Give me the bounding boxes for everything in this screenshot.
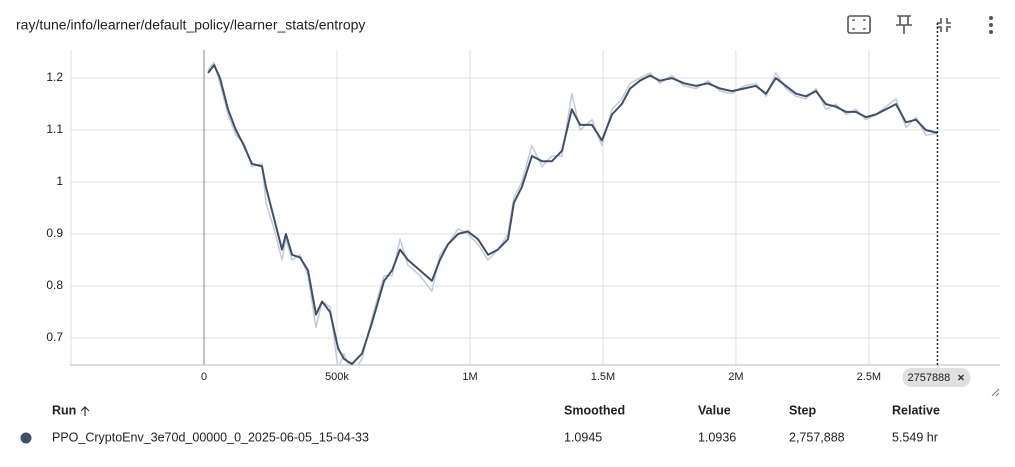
x-tick-label: 1.5M bbox=[591, 371, 615, 383]
y-tick-label: 0.8 bbox=[46, 278, 63, 292]
x-tick-label: 1M bbox=[462, 371, 477, 383]
column-header[interactable]: Run bbox=[52, 403, 76, 417]
y-tick-label: 1 bbox=[56, 174, 63, 188]
toolbar bbox=[847, 15, 993, 34]
chart-title: ray/tune/info/learner/default_policy/lea… bbox=[16, 17, 365, 33]
x-tick-label: 500k bbox=[325, 371, 349, 383]
more-button[interactable] bbox=[989, 16, 993, 34]
plot bbox=[207, 61, 938, 365]
x-tick-label: 2M bbox=[728, 371, 743, 383]
cursor-badge[interactable] bbox=[902, 368, 971, 387]
y-tick-label: 1.2 bbox=[46, 70, 63, 84]
cell: 1.0945 bbox=[564, 430, 602, 444]
run-color-dot bbox=[20, 432, 32, 444]
raw-line bbox=[207, 61, 938, 365]
axis-labels: 0.7 0.8 0.9 1 1.1 1.2 -500k 0 500k 1M 1.5M 2M 2.5M 27… bbox=[46, 23, 971, 387]
column-header[interactable]: Value bbox=[698, 403, 731, 417]
x-tick-label: 0 bbox=[201, 371, 207, 383]
run-table: Run Smoothed Value Step Relative PPO_CryptoEn… bbox=[20, 403, 940, 444]
resize-handle[interactable] bbox=[991, 388, 1000, 397]
column-header[interactable]: Step bbox=[789, 403, 816, 417]
fit-domain-button[interactable] bbox=[847, 15, 871, 34]
column-header[interactable]: Relative bbox=[892, 403, 940, 417]
collapse-button[interactable] bbox=[937, 18, 951, 32]
run-name: PPO_CryptoEnv_3e70d_00000_0_2025-06-05_1… bbox=[52, 430, 369, 444]
y-tick-label: 0.9 bbox=[46, 226, 63, 240]
cursor-step-label: 2757888 bbox=[907, 372, 950, 384]
cell: 1.0936 bbox=[698, 430, 736, 444]
sort-arrow bbox=[80, 406, 90, 416]
smoothed-line bbox=[207, 64, 938, 365]
x-tick-label: -500k bbox=[57, 371, 85, 383]
y-tick-label: 0.7 bbox=[46, 330, 63, 344]
cell: 5.549 hr bbox=[892, 430, 938, 444]
cursor-close-icon[interactable] bbox=[957, 374, 964, 381]
cell: 2,757,888 bbox=[789, 430, 845, 444]
pin-button[interactable] bbox=[896, 15, 912, 34]
column-header[interactable]: Smoothed bbox=[564, 403, 625, 417]
grid bbox=[70, 50, 1000, 366]
x-tick-label: 2.5M bbox=[857, 371, 881, 383]
y-tick-label: 1.1 bbox=[46, 122, 63, 136]
